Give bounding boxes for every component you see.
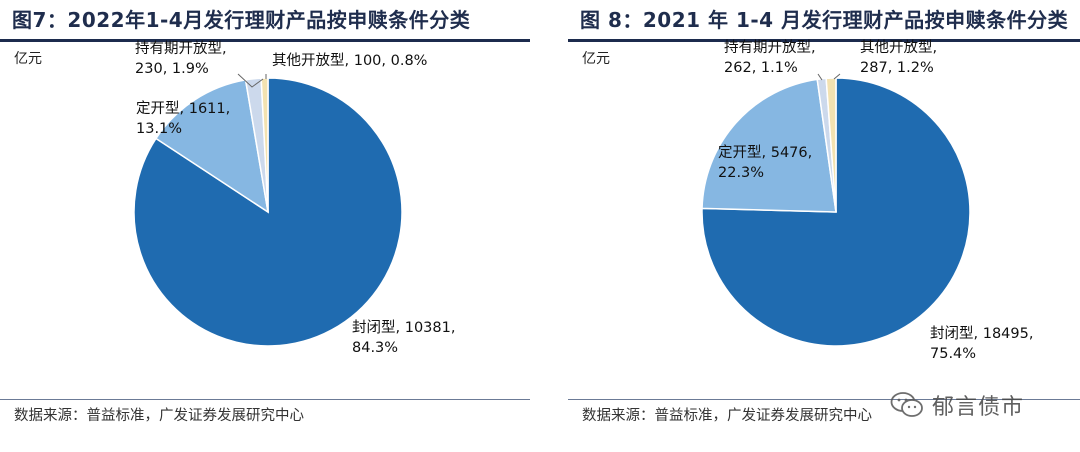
pie-chart [133,73,403,347]
title-divider [0,39,530,42]
pie-slice-other [825,77,837,213]
slice-name: 持有期开放型 [135,41,222,57]
slice-percent: 1.9% [171,61,209,77]
footer-divider [0,399,530,400]
slice-value: 1611 [188,101,226,117]
pie-slice-periodic [154,79,270,214]
slice-label-holding: 持有期开放型, 262, 1.1% [724,40,816,76]
source-note: 数据来源：普益标准，广发证券发展研究中心 [582,408,872,424]
slice-label-periodic: 定开型, 1611, 13.1% [136,101,231,137]
pie-slice-periodic [701,78,837,213]
slice-value: 100 [353,53,382,69]
pie-slice-other [260,77,269,213]
slice-name: 封闭型 [352,320,396,336]
slice-name: 其他开放型 [860,40,933,56]
unit-label: 亿元 [14,51,42,67]
chart-title: 图7：2022年1-4月发行理财产品按申赎条件分类 [12,8,471,32]
slice-label-closed: 封闭型, 10381, 84.3% [352,320,456,356]
chart-panel-2021: 图 8：2021 年 1-4 月发行理财产品按申赎条件分类 亿元 封闭型, 18… [568,0,1080,452]
wechat-icon [890,392,923,417]
slice-value: 10381 [404,320,451,336]
slice-label-periodic: 定开型, 5476, 22.3% [718,145,813,181]
slice-percent: 75.4% [930,346,977,362]
pie-chart [701,73,971,347]
slice-percent: 22.3% [718,165,765,181]
slice-label-other: 其他开放型, 287, 1.2% [860,40,938,76]
source-note: 数据来源：普益标准，广发证券发展研究中心 [14,408,304,424]
chart-panel-2022: 图7：2022年1-4月发行理财产品按申赎条件分类 亿元 封闭型, 10381,… [0,0,530,452]
title-divider [568,39,1080,42]
slice-label-closed: 封闭型, 18495, 75.4% [930,326,1034,362]
slice-value: 230 [135,61,163,77]
slice-value: 5476 [770,145,808,161]
slice-name: 封闭型 [930,326,974,342]
slice-percent: 1.2% [896,60,934,76]
slice-value: 18495 [982,326,1029,342]
slice-percent: 0.8% [390,53,428,69]
leader-line-holding [817,73,823,81]
watermark: 郁言债市 [890,389,1024,421]
leader-line-holding [237,73,264,88]
slice-name: 其他开放型 [272,53,345,69]
chart-title: 图 8：2021 年 1-4 月发行理财产品按申赎条件分类 [580,8,1069,32]
slice-value: 287 [860,60,888,76]
leader-line-other [833,73,841,80]
slice-label-holding: 持有期开放型, 230, 1.9% [135,41,227,77]
slice-name: 持有期开放型 [724,40,811,56]
slice-percent: 13.1% [136,121,183,137]
slice-value: 262 [724,60,752,76]
slice-name: 定开型 [718,145,762,161]
slice-label-other: 其他开放型, 100, 0.8% [272,53,428,69]
slice-percent: 84.3% [352,340,399,356]
slice-percent: 1.1% [760,60,798,76]
slice-name: 定开型 [136,101,180,117]
watermark-text: 郁言债市 [932,395,1025,420]
footer-divider [568,399,1080,400]
unit-label: 亿元 [582,51,610,67]
